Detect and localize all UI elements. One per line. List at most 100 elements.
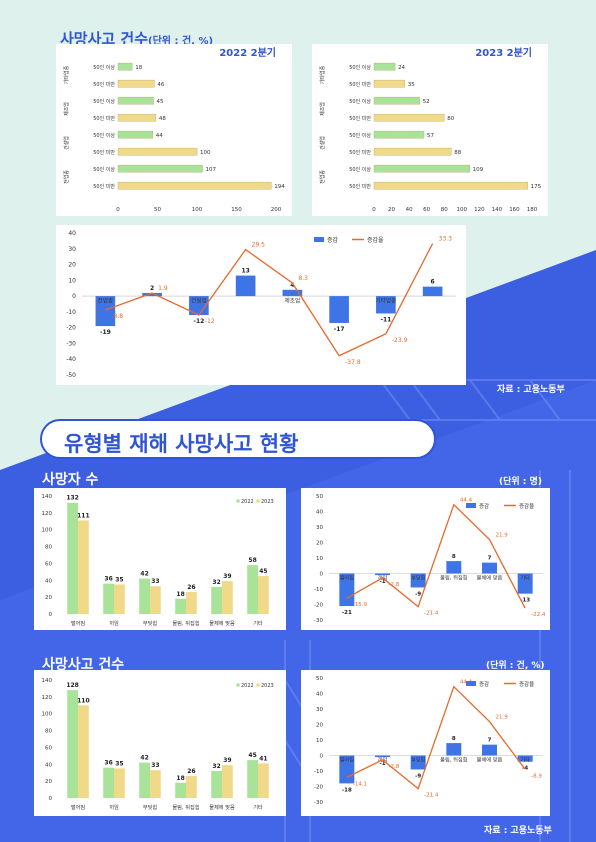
tick-label: -20 xyxy=(66,325,76,332)
tick-label: 100 xyxy=(42,712,53,718)
legend-swatch xyxy=(256,499,260,503)
category-label: 끼임 xyxy=(109,803,119,811)
series-line xyxy=(346,685,526,790)
bar xyxy=(117,181,272,190)
tick-label: 50 xyxy=(154,207,161,213)
tick-label: 20 xyxy=(68,262,76,269)
category-label: 기타 xyxy=(520,756,530,764)
data-label: 36 xyxy=(104,760,112,767)
line-label: -8.9 xyxy=(531,773,542,779)
bar xyxy=(103,767,114,798)
tick-label: 0 xyxy=(320,572,324,578)
category-label: 물림, 뒤집힘 xyxy=(440,756,468,764)
data-label: 8 xyxy=(452,554,456,560)
bar xyxy=(186,592,197,614)
tick-label: 120 xyxy=(42,511,53,517)
tick-label: -40 xyxy=(66,356,76,363)
bar xyxy=(339,755,355,784)
tick-label: 180 xyxy=(527,207,538,213)
tick-label: 60 xyxy=(45,561,52,567)
tick-label: 40 xyxy=(316,692,323,698)
tick-label: 200 xyxy=(271,207,282,213)
category-label: 50인 미만 xyxy=(93,81,115,88)
chart-title: 2022 2분기 xyxy=(219,46,276,59)
tick-label: 140 xyxy=(492,207,503,213)
bar xyxy=(139,578,150,614)
bar xyxy=(211,771,222,798)
data-label: 8 xyxy=(452,736,456,742)
bar xyxy=(114,768,125,798)
page-title: 사망사고 건수(단위 : 건, %) xyxy=(60,28,213,49)
data-label: 80 xyxy=(447,116,454,122)
category-label: 떨어짐 xyxy=(340,756,355,764)
data-label: 45 xyxy=(157,99,164,105)
chart-panel-change: 40 30 20 10 0 -10 -20 -30 -40 -50 -19 전업종 2 -12 건설업 13 4… xyxy=(56,225,466,385)
category-label: 50인 이상 xyxy=(349,132,371,139)
category-label: 떨어짐 xyxy=(71,619,86,627)
bar xyxy=(78,705,89,798)
data-label: 6 xyxy=(431,279,435,286)
tick-label: -30 xyxy=(66,340,76,347)
tick-label: 0 xyxy=(72,293,76,300)
data-label: -13 xyxy=(520,598,530,604)
industry-2023-chart: 2023 2분기 24 50인 이상 35 50인 미만 52 50인 이상 80 50인 미만… xyxy=(319,46,542,213)
data-label: 36 xyxy=(104,576,112,583)
tick-label: 140 xyxy=(42,494,53,500)
bar xyxy=(186,776,197,798)
tick-label: 20 xyxy=(388,207,395,213)
bar xyxy=(376,296,396,314)
data-label: -19 xyxy=(100,329,111,336)
tick-label: 20 xyxy=(316,541,323,547)
data-label: -12 xyxy=(193,318,204,325)
category-label: 기타업종 xyxy=(375,297,396,305)
tick-label: 100 xyxy=(457,207,468,213)
bar xyxy=(139,762,150,798)
bar xyxy=(282,289,303,297)
tick-label: 80 xyxy=(45,545,52,551)
group-label: 전업종 xyxy=(63,170,70,184)
data-label: 107 xyxy=(206,167,217,173)
tick-label: 20 xyxy=(45,779,52,785)
bar xyxy=(78,520,89,614)
data-label: 18 xyxy=(176,775,184,782)
category-label: 기타 xyxy=(253,619,263,627)
data-label: 18 xyxy=(135,65,142,71)
data-label: 45 xyxy=(248,752,256,759)
line-label: -8.8 xyxy=(111,313,123,320)
tick-label: -20 xyxy=(314,785,323,791)
tick-label: 120 xyxy=(474,207,485,213)
bar xyxy=(446,743,462,756)
section-banner-label: 유형별 재해 사망사고 현황 xyxy=(64,432,299,456)
data-label: 109 xyxy=(473,167,484,173)
bar xyxy=(482,744,497,756)
bar xyxy=(247,760,258,798)
tick-label: 120 xyxy=(42,695,53,701)
category-label: 50인 미만 xyxy=(349,81,371,88)
tick-label: 80 xyxy=(441,207,448,213)
bar xyxy=(117,147,198,156)
bar xyxy=(117,79,155,88)
legend-swatch xyxy=(236,683,240,687)
line-label: 33.3 xyxy=(439,236,453,243)
tick-label: 0 xyxy=(49,612,53,618)
tick-label: 0 xyxy=(116,207,120,213)
data-label: 48 xyxy=(159,116,166,122)
series-line xyxy=(105,243,434,357)
bar xyxy=(373,113,445,122)
tick-label: 40 xyxy=(406,207,413,213)
industry-change-chart: 40 30 20 10 0 -10 -20 -30 -40 -50 -19 전업종 2 -12 건설업 13 4… xyxy=(66,230,456,379)
legend-label: 증감 xyxy=(479,503,489,510)
tick-label: 40 xyxy=(316,510,323,516)
legend-swatch xyxy=(236,499,240,503)
tick-label: 140 xyxy=(42,678,53,684)
bar xyxy=(446,561,462,574)
category-label: 떨어짐 xyxy=(340,574,355,582)
category-label: 전업종 xyxy=(98,297,114,305)
group-label: 건설업 xyxy=(63,136,70,150)
data-label: 35 xyxy=(408,82,415,88)
data-label: 24 xyxy=(398,65,405,71)
tick-label: 40 xyxy=(45,578,52,584)
tick-label: 30 xyxy=(316,707,323,713)
data-label: 32 xyxy=(212,763,220,770)
legend-label: 증감 xyxy=(479,681,489,688)
